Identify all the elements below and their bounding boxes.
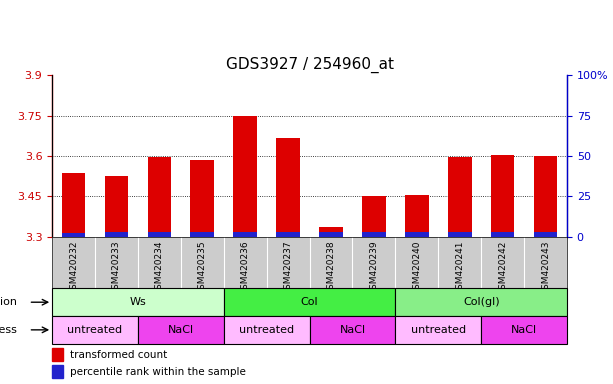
Bar [52,288,224,316]
Text: GSM420242: GSM420242 [498,240,507,295]
Text: Col(gl): Col(gl) [463,297,500,307]
Bar [52,316,138,344]
Bar [448,157,471,237]
Bar [276,138,300,237]
Text: GSM420240: GSM420240 [413,240,421,295]
Bar [362,232,386,237]
Bar [224,316,310,344]
Bar [310,316,395,344]
Bar [448,232,471,237]
Bar [148,157,171,237]
Text: NaCl: NaCl [511,325,537,335]
Bar [105,232,128,237]
Bar [534,156,557,237]
Text: Col: Col [301,297,318,307]
Bar [491,154,514,237]
Bar [319,227,343,237]
Text: GSM420243: GSM420243 [541,240,550,295]
Text: untreated: untreated [67,325,123,335]
Bar [491,232,514,237]
Bar [534,232,557,237]
Bar [138,316,224,344]
Text: NaCl: NaCl [340,325,365,335]
Bar [191,232,214,237]
Bar [52,348,63,361]
Bar [395,316,481,344]
Text: GSM420232: GSM420232 [69,240,78,295]
Title: GDS3927 / 254960_at: GDS3927 / 254960_at [226,56,394,73]
Text: untreated: untreated [411,325,466,335]
Bar [319,232,343,237]
Bar [405,232,428,237]
Bar [148,232,171,237]
Text: genotype/variation: genotype/variation [0,297,18,307]
Text: stress: stress [0,325,18,335]
Text: transformed count: transformed count [70,349,167,359]
Bar [191,160,214,237]
Bar [395,288,567,316]
Text: Ws: Ws [129,297,147,307]
Bar [62,173,85,237]
Bar [405,195,428,237]
Text: GSM420234: GSM420234 [155,240,164,295]
Text: untreated: untreated [239,325,294,335]
Bar [276,232,300,237]
Text: GSM420235: GSM420235 [198,240,207,295]
Text: NaCl: NaCl [168,325,194,335]
Bar [224,288,395,316]
Bar [234,232,257,237]
Bar [234,116,257,237]
Bar [362,196,386,237]
Bar [62,232,85,237]
Text: GSM420233: GSM420233 [112,240,121,295]
Text: GSM420236: GSM420236 [241,240,249,295]
Text: GSM420237: GSM420237 [284,240,292,295]
Bar [481,316,567,344]
Bar [52,365,63,379]
Text: GSM420239: GSM420239 [370,240,378,295]
Text: GSM420238: GSM420238 [327,240,335,295]
Text: percentile rank within the sample: percentile rank within the sample [70,367,246,377]
Bar [105,176,128,237]
Text: GSM420241: GSM420241 [455,240,464,295]
